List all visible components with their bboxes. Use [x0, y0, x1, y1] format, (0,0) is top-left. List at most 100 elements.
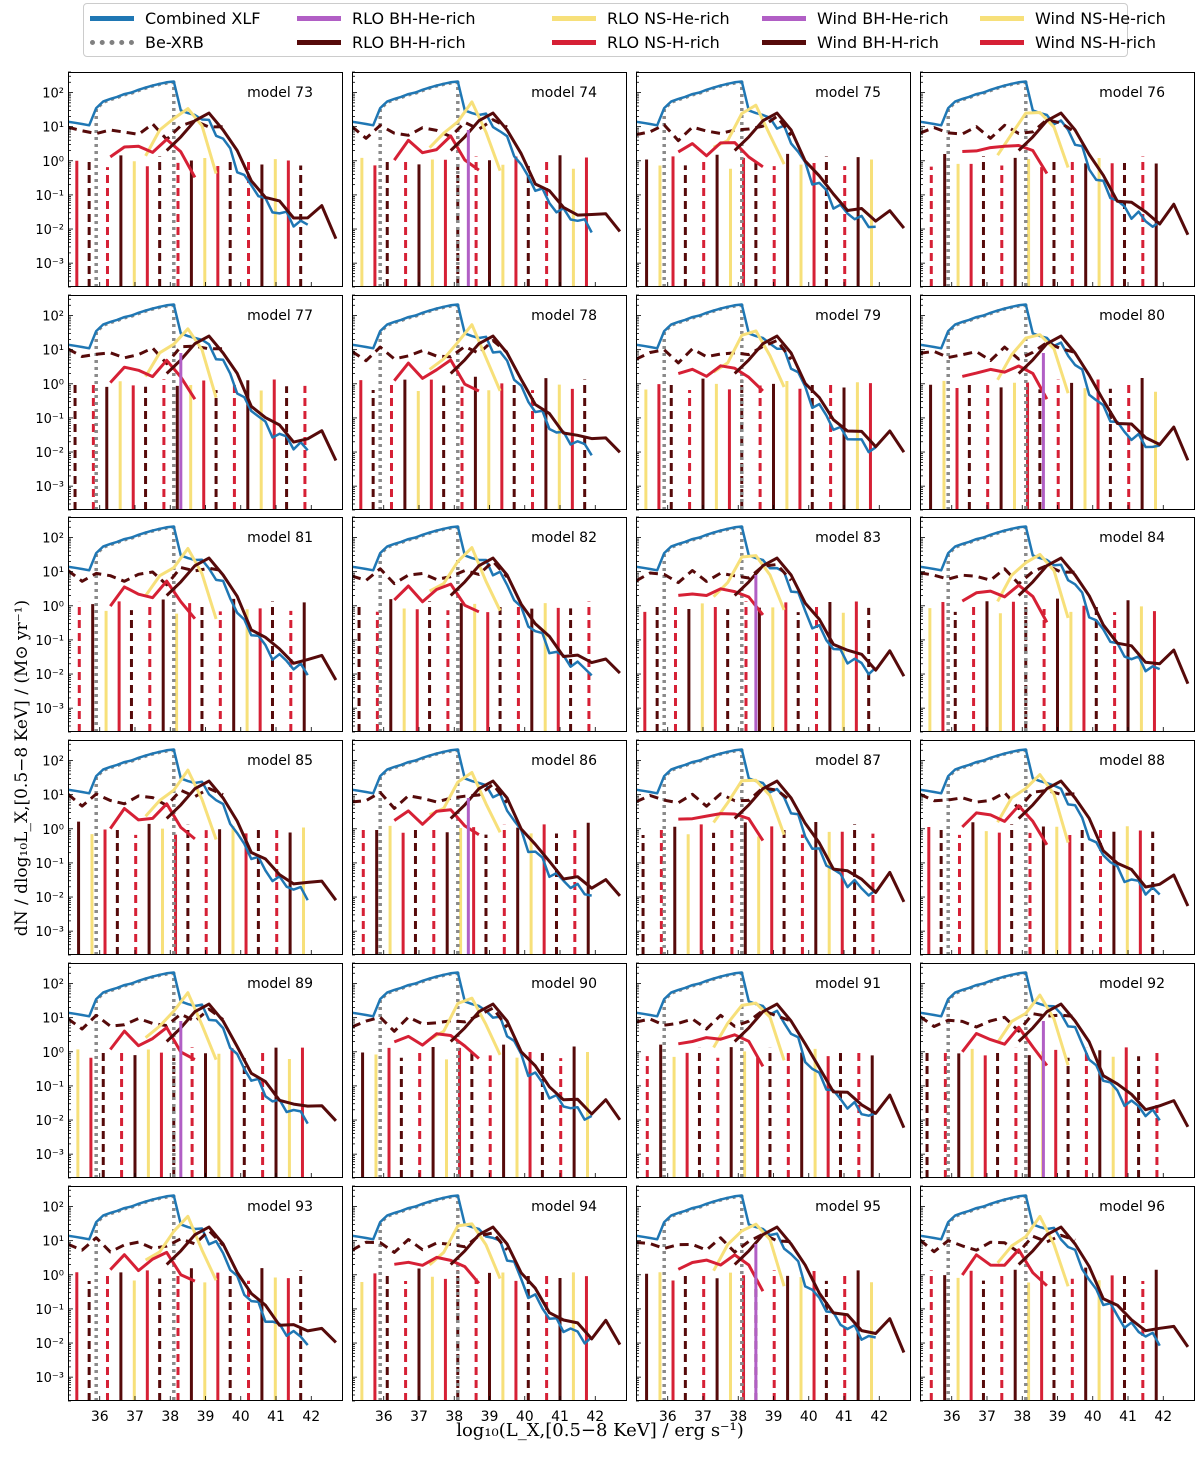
- wind-bh-h-rich-line: [920, 789, 1076, 810]
- x-tick-label: 36: [91, 1409, 109, 1425]
- legend-swatch: [552, 39, 596, 45]
- legend-item: RLO BH-H-rich: [297, 31, 466, 53]
- combined-xlf-line: [68, 971, 309, 1125]
- rlo-ns-he-rich-line: [996, 773, 1070, 844]
- panel-model-93: 10⁻³ 10⁻² 10⁻¹ 10⁰ 10¹ 10² 36 37 38 39 40 41 42 model…: [35, 1185, 343, 1425]
- wind-bh-h-rich-line: [636, 563, 793, 585]
- panel-title: model 93: [247, 1199, 313, 1215]
- rlo-ns-he-rich-line: [144, 768, 218, 840]
- panel-model-74: model 74: [352, 71, 627, 288]
- y-tick-label: 10²: [42, 755, 64, 770]
- wind-bh-h-rich-line: [636, 114, 793, 143]
- y-tick-label: 10⁻²: [35, 1337, 64, 1352]
- wind-bh-h-rich-line: [68, 119, 224, 141]
- plot-area: [920, 525, 1190, 732]
- rlo-ns-he-rich-line: [996, 552, 1070, 619]
- rlo-bh-h-rich-line: [449, 111, 622, 233]
- legend-item: Wind NS-H-rich: [980, 31, 1156, 53]
- rlo-ns-he-rich-line: [712, 1001, 786, 1061]
- legend-item: RLO NS-H-rich: [552, 31, 720, 53]
- rlo-ns-h-rich-line: [394, 1255, 481, 1285]
- legend-item: Combined XLF: [90, 7, 260, 29]
- wind-bh-h-rich-line: [352, 339, 509, 363]
- x-tick-label: 36: [375, 1409, 393, 1425]
- panel-frame: [352, 517, 627, 732]
- wind-bh-h-rich-line: [68, 1229, 225, 1254]
- y-tick-label: 10⁻¹: [35, 189, 64, 204]
- panel-model-79: model 79: [636, 294, 911, 511]
- plot-area: [636, 971, 906, 1178]
- rlo-ns-he-rich-line: [144, 547, 218, 620]
- combined-xlf-line: [352, 748, 592, 897]
- rlo-ns-he-rich-line: [144, 1214, 218, 1281]
- x-tick-label: 38: [729, 1409, 747, 1425]
- rlo-bh-h-rich-line: [1017, 779, 1190, 907]
- legend-label: Wind NS-H-rich: [1035, 32, 1156, 52]
- plot-area: [68, 303, 338, 510]
- legend-item: Wind BH-He-rich: [762, 7, 949, 29]
- x-tick-label: 38: [445, 1409, 463, 1425]
- y-tick-label: 10⁻¹: [35, 1303, 64, 1318]
- x-tick-label: 42: [1154, 1409, 1172, 1425]
- y-tick-label: 10¹: [42, 1235, 64, 1250]
- panel-model-78: model 78: [352, 294, 627, 511]
- wind-bh-h-rich-line: [352, 1231, 509, 1254]
- legend-label: RLO NS-He-rich: [607, 8, 730, 28]
- plot-area: [352, 303, 621, 510]
- y-tick-label: 10⁻¹: [35, 634, 64, 649]
- plot-area: [920, 1194, 1190, 1401]
- legend: Combined XLF Be-XRB RLO BH-He-rich RLO BH-H…: [83, 3, 1166, 57]
- panel-model-95: 36 37 38 39 40 41 42 model 95: [636, 1185, 911, 1425]
- rlo-ns-h-rich-line: [961, 804, 1049, 846]
- legend-label: RLO BH-H-rich: [352, 32, 466, 52]
- legend-swatch: [762, 15, 806, 21]
- x-tick-label: 41: [1119, 1409, 1137, 1425]
- legend-label: Combined XLF: [145, 8, 261, 28]
- rlo-ns-h-rich-line: [961, 364, 1049, 400]
- panel-model-73: 10⁻³ 10⁻² 10⁻¹ 10⁰ 10¹ 10² model 73: [35, 71, 343, 288]
- combined-xlf-line: [636, 1194, 876, 1341]
- panel-frame: [352, 740, 627, 955]
- panel-title: model 73: [247, 85, 313, 101]
- y-tick-label: 10²: [42, 87, 64, 102]
- y-axis-label: dN / dlog₁₀L_X,[0.5−8 KeV] / (M⊙ yr⁻¹): [12, 599, 32, 937]
- plot-area: [68, 525, 338, 732]
- x-tick-label: 41: [267, 1409, 285, 1425]
- wind-bh-h-rich-line: [636, 1232, 792, 1254]
- combined-xlf-line: [68, 303, 309, 452]
- rlo-ns-he-rich-line: [144, 991, 218, 1061]
- combined-xlf-line: [636, 303, 877, 454]
- panel-title: model 88: [1099, 753, 1165, 769]
- plot-area: [352, 1194, 622, 1401]
- panel-frame: [636, 740, 911, 955]
- panel-title: model 96: [1099, 1199, 1165, 1215]
- panel-model-87: model 87: [636, 739, 911, 956]
- x-tick-label: 37: [694, 1409, 712, 1425]
- plot-area: [636, 80, 906, 287]
- rlo-bh-h-rich-line: [165, 1002, 337, 1122]
- rlo-bh-h-rich-line: [165, 556, 338, 681]
- plot-area: [636, 525, 906, 732]
- wind-bh-h-rich-line: [920, 564, 1076, 586]
- panel-title: model 86: [531, 753, 597, 769]
- combined-xlf-line: [352, 1194, 593, 1345]
- y-tick-label: 10⁰: [42, 378, 64, 393]
- panel-frame: [68, 295, 343, 510]
- rlo-ns-h-rich-line: [393, 582, 480, 614]
- combined-xlf-line: [352, 80, 593, 234]
- rlo-bh-h-rich-line: [733, 111, 906, 230]
- combined-xlf-line: [68, 80, 309, 228]
- plot-area: [68, 80, 338, 287]
- combined-xlf-line: [920, 80, 1161, 228]
- rlo-ns-he-rich-line: [144, 327, 218, 399]
- panel-model-84: model 84: [920, 516, 1195, 733]
- panel-title: model 79: [815, 308, 881, 324]
- rlo-ns-h-rich-line: [961, 1025, 1049, 1067]
- y-tick-label: 10⁻¹: [35, 1080, 64, 1095]
- rlo-bh-h-rich-line: [1017, 1225, 1190, 1348]
- rlo-ns-he-rich-line: [428, 546, 502, 612]
- panel-model-81: 10⁻³ 10⁻² 10⁻¹ 10⁰ 10¹ 10² model 81: [35, 516, 343, 733]
- panel-frame: [920, 72, 1195, 287]
- panel-title: model 75: [815, 85, 881, 101]
- plot-area: [920, 303, 1190, 510]
